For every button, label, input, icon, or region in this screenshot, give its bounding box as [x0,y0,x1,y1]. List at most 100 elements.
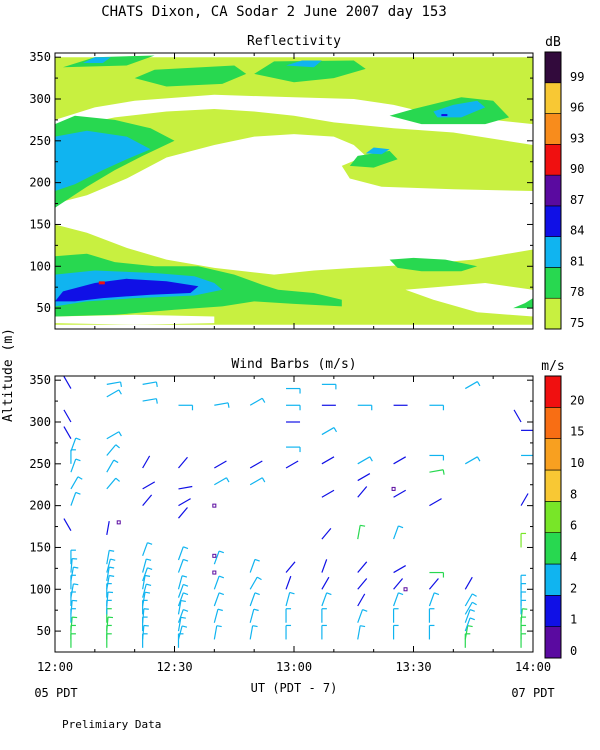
wind-barb-103 [321,427,338,436]
wind-barb-4 [70,599,78,615]
wind-barb-120 [393,565,407,574]
colorbar-swatch [544,595,562,627]
colorbar-label: 84 [570,224,584,238]
wind-barb-2 [70,616,78,632]
wind-barb-138 [464,601,477,615]
wind-barb-98 [321,576,330,590]
wind-barb-48 [142,542,153,557]
wind-barb-shaft [177,609,184,623]
wind-barb-14 [70,458,81,473]
y-tick-label: 100 [29,259,51,273]
wind-barb-flag [261,477,266,483]
wind-barb-140 [464,576,473,590]
reflectivity-contour-1 [55,134,533,275]
wind-barb-flag [183,609,189,612]
colorbar-label: 93 [570,131,584,145]
wind-barb-flag [75,491,81,495]
wind-barb-flag [73,566,79,569]
wind-barb-shaft [393,578,404,590]
wind-barb-136 [464,617,475,632]
wind-barb-74 [214,477,230,486]
wind-barb-shaft [142,494,153,507]
wind-barb-142 [464,381,481,390]
wind-barb-12 [70,491,81,506]
wind-barb-55 [177,625,188,640]
calm-marker-0 [212,503,217,508]
wind-barb-116 [392,624,399,640]
y-axis-label: Altitude (m) [1,328,16,422]
wind-barb-shaft [213,609,219,623]
reflectivity-contour-17 [365,147,390,155]
colorbar-label: 10 [570,456,584,470]
colorbar-label: 78 [570,285,584,299]
wind-barb-10 [70,549,76,565]
wind-barb-148 [520,591,527,606]
reflectivity-contour-14 [55,130,151,191]
wind-barb-flag [398,525,404,529]
wind-barb-flag [115,444,120,449]
wind-barb-shaft [63,518,72,532]
wind-barb-flag [218,550,225,554]
wind-barb-flag [252,625,258,628]
wind-barb-114 [357,456,373,465]
wind-barb-95 [321,624,327,640]
wind-barb-121 [393,525,404,540]
wind-barb-shaft [70,617,73,632]
reflectivity-contour-13 [513,298,533,309]
wind-barb-flag [253,608,259,612]
wind-barb-flag [73,583,79,586]
wind-barb-flag [147,567,153,571]
wind-barb-88 [285,575,292,590]
wind-barb-100 [321,527,332,540]
wind-barb-127 [428,592,440,607]
wind-barb-33 [106,459,119,473]
wind-barb-flag [110,558,116,561]
wind-barb-shaft [106,431,120,440]
wind-barb-73 [213,550,225,565]
calm-marker-5 [403,587,408,592]
wind-barb-flag [109,549,115,552]
wind-barb-18 [63,409,72,423]
wind-barb-17 [63,426,72,440]
wind-barb-shaft [106,592,109,607]
wind-barb-flag [119,381,123,387]
wind-barb-47 [142,558,152,573]
colorbar-swatch [544,144,562,176]
calm-marker-3 [391,486,396,491]
wind-barb-122 [393,489,407,498]
reflectivity-contour-19 [82,57,111,63]
wind-barb-shaft [464,617,471,632]
wind-barb-flag [180,599,186,603]
wind-barb-131 [429,469,445,475]
calm-marker-1 [212,553,217,558]
x-axis-label: UT (PDT - 7) [251,681,338,695]
panel-title: Wind Barbs (m/s) [231,357,356,372]
wind-barb-86 [285,608,292,623]
wind-barb-shaft [321,576,330,590]
wind-barb-shaft [142,583,147,598]
wind-barb-133 [429,404,445,411]
wind-barb-51 [142,455,151,469]
wind-barb-flag [227,402,230,408]
colorbar-unit: dB [545,35,561,50]
wind-barb-shaft [321,456,335,465]
plot-area [63,376,533,648]
wind-barb-flag [155,398,158,404]
wind-barb-flag [469,609,475,612]
wind-barb-62 [177,558,189,573]
wind-barb-shaft [70,600,73,615]
reflectivity-contour-2 [55,94,533,145]
wind-barb-shaft [106,550,110,565]
wind-barb-6 [70,583,79,598]
colorbar-unit: m/s [541,359,564,374]
y-tick-label: 50 [37,301,51,315]
y-tick-label: 100 [29,582,51,596]
wind-barb-shaft [520,608,523,623]
wind-barb-shaft [213,575,220,590]
y-tick-label: 350 [29,50,51,64]
wind-barb-flag [218,592,225,596]
wind-barb-shaft [213,592,220,607]
wind-barb-shaft [214,460,227,469]
colorbar-swatch [544,375,562,408]
wind-barb-43 [142,591,151,607]
